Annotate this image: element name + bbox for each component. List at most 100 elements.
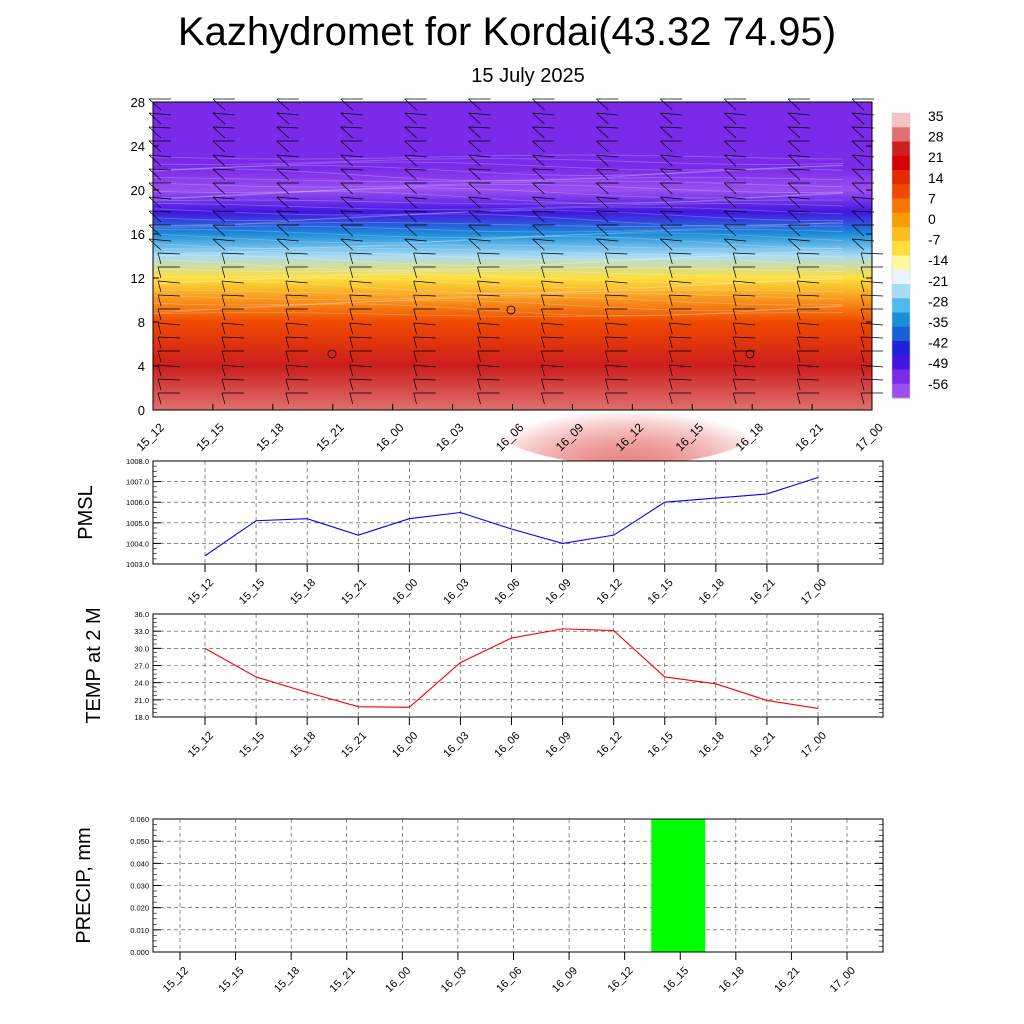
wind-barb-feather bbox=[733, 252, 756, 255]
wind-barb bbox=[404, 182, 417, 195]
wind-barb-feather bbox=[660, 112, 683, 116]
x-tick-label: 16_21 bbox=[772, 965, 802, 995]
wind-barb bbox=[468, 168, 481, 181]
wind-barb-feather bbox=[285, 378, 308, 381]
wind-barb-feather bbox=[340, 210, 363, 213]
colorbar-label: -28 bbox=[928, 293, 948, 309]
wind-barb-feather bbox=[285, 322, 308, 326]
wind-barb bbox=[212, 154, 226, 167]
x-tick-label: 15_18 bbox=[288, 730, 318, 760]
y-tick-label: 1008.0 bbox=[126, 457, 149, 466]
wind-barb-feather bbox=[212, 112, 235, 116]
wind-barb bbox=[285, 294, 290, 307]
wind-barb bbox=[157, 392, 162, 405]
colorbar-swatch bbox=[892, 227, 910, 242]
colorbar-label: 28 bbox=[928, 129, 944, 145]
wind-barb bbox=[796, 280, 801, 293]
wind-barb bbox=[668, 364, 673, 377]
colorbar-frame bbox=[891, 112, 911, 399]
x-tick-label: 15_18 bbox=[288, 577, 318, 607]
x-tick-label: 17_00 bbox=[852, 420, 886, 454]
wind-barb bbox=[477, 378, 481, 391]
wind-barb-feather bbox=[532, 196, 555, 200]
wind-barb-feather bbox=[541, 294, 564, 297]
y-tick-label: 30.0 bbox=[134, 644, 149, 653]
wind-barb-feather bbox=[669, 252, 692, 255]
wind-barb-feather bbox=[212, 196, 235, 200]
wind-barb bbox=[349, 392, 354, 405]
wind-barb bbox=[860, 322, 865, 335]
wind-barb bbox=[605, 266, 609, 279]
wind-barb-feather bbox=[851, 154, 875, 158]
contour-line bbox=[152, 281, 844, 294]
wind-barb bbox=[851, 238, 865, 251]
wind-barb-feather bbox=[596, 154, 619, 158]
wind-barb bbox=[276, 196, 290, 209]
wind-barb bbox=[541, 350, 545, 363]
wind-barb-feather bbox=[724, 238, 747, 242]
wind-barb-feather bbox=[797, 322, 820, 326]
wind-barb bbox=[596, 182, 609, 195]
wind-barb-feather bbox=[660, 126, 683, 129]
contour-line bbox=[152, 199, 844, 205]
wind-barb-feather bbox=[157, 280, 181, 284]
wind-barb-feather bbox=[669, 322, 692, 326]
wind-barb bbox=[605, 280, 609, 293]
y-tick-label: 21.0 bbox=[134, 696, 149, 705]
y-tick-label: 0.050 bbox=[130, 837, 149, 846]
wind-barb bbox=[723, 112, 737, 125]
wind-barb-feather bbox=[541, 336, 564, 339]
wind-barb bbox=[221, 364, 226, 377]
wind-barb bbox=[668, 308, 673, 321]
wind-barb bbox=[157, 336, 162, 349]
contour-line bbox=[152, 267, 844, 272]
wind-barb-feather bbox=[733, 364, 756, 368]
colorbar-swatch bbox=[892, 141, 910, 157]
wind-barb bbox=[276, 210, 290, 223]
chart-subtitle: 15 July 2025 bbox=[471, 65, 585, 87]
x-tick-label: 16_09 bbox=[550, 965, 580, 995]
wind-barb bbox=[723, 126, 737, 139]
x-tick-label: 16_18 bbox=[697, 730, 727, 760]
wind-barb bbox=[723, 182, 737, 195]
wind-barb bbox=[340, 238, 353, 251]
wind-barb-feather bbox=[660, 168, 683, 171]
wind-barb bbox=[860, 350, 865, 363]
colorbar-label: -21 bbox=[928, 273, 948, 289]
x-tick-label: 15_15 bbox=[193, 420, 227, 454]
wind-barb bbox=[541, 308, 545, 321]
wind-barb-feather bbox=[532, 112, 555, 116]
wind-barb bbox=[221, 350, 226, 363]
x-tick-label: 15_21 bbox=[339, 577, 369, 607]
y-axis-label: TEMP at 2 M bbox=[83, 607, 105, 723]
wind-barb bbox=[477, 294, 481, 307]
contour-line bbox=[152, 293, 844, 300]
wind-barb bbox=[468, 196, 481, 209]
wind-barb-feather bbox=[340, 196, 363, 200]
contour-line bbox=[152, 154, 844, 160]
calm-wind-marker bbox=[506, 305, 516, 315]
wind-barb bbox=[404, 140, 417, 153]
wind-barb-feather bbox=[468, 126, 491, 129]
x-tick-label: 15_12 bbox=[186, 730, 216, 760]
x-tick-label: 15_15 bbox=[237, 577, 267, 607]
wind-barb-feather bbox=[413, 336, 436, 339]
wind-barb-feather bbox=[724, 154, 747, 158]
wind-barb bbox=[477, 266, 481, 279]
wind-barb bbox=[851, 196, 865, 209]
x-tick-label: 16_03 bbox=[433, 420, 467, 454]
wind-barb bbox=[796, 308, 801, 321]
wind-barb-feather bbox=[788, 112, 811, 116]
wind-barb-feather bbox=[797, 280, 820, 284]
wind-barb bbox=[468, 224, 481, 237]
wind-barb bbox=[796, 364, 801, 377]
contour-line bbox=[152, 187, 844, 199]
y-tick-label: 24 bbox=[131, 139, 145, 154]
wind-barb bbox=[541, 378, 545, 391]
wind-barb bbox=[660, 182, 673, 195]
colorbar: 35 28 21 14 7 0 -7 -14 -21 -28 -35 -42 -49 -56 bbox=[891, 108, 948, 399]
wind-barb-feather bbox=[221, 378, 244, 381]
x-tick-label: 15_12 bbox=[186, 577, 216, 607]
wind-barb-feather bbox=[541, 280, 564, 284]
